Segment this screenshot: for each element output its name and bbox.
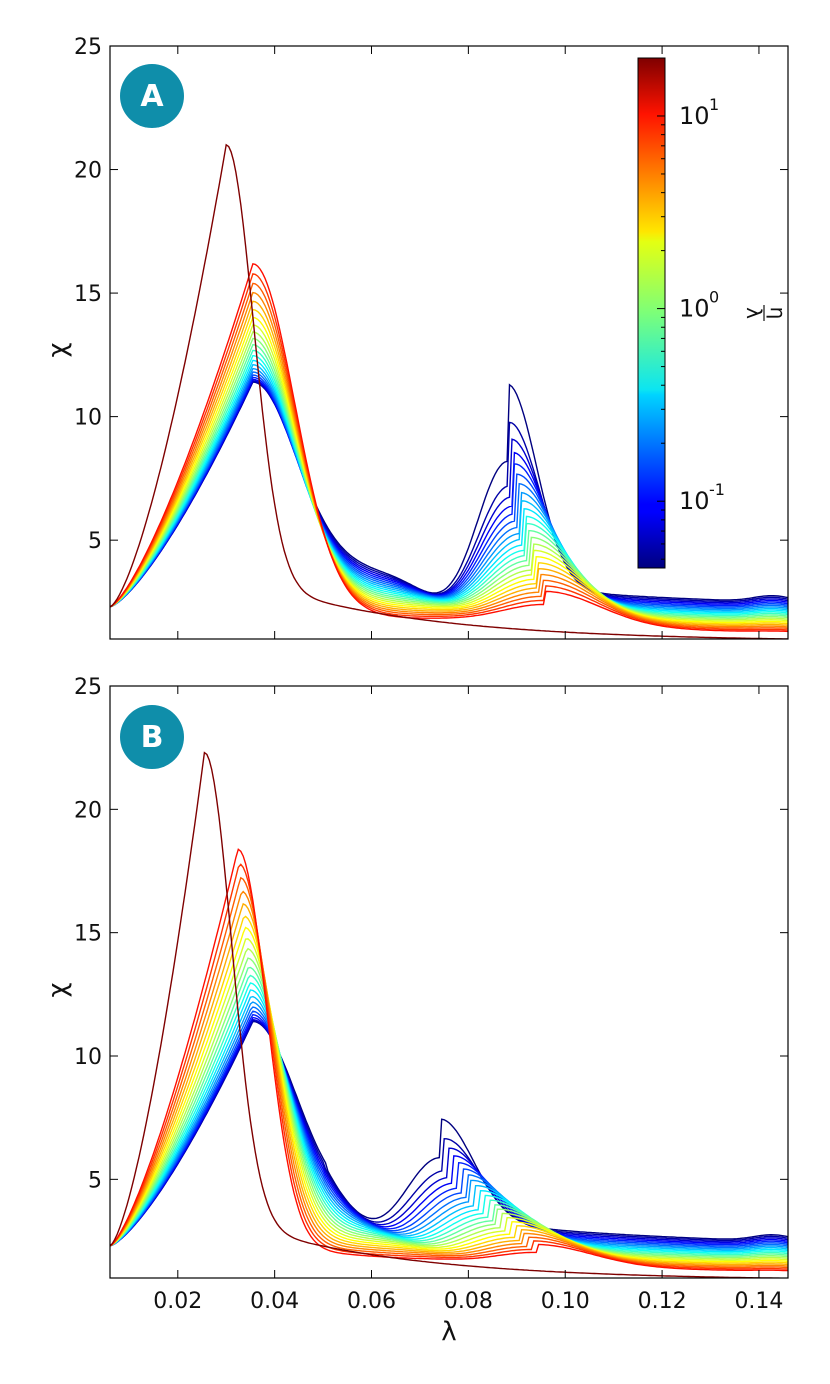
y-axis-label-a: χ <box>43 342 73 357</box>
x-axis-label: λ <box>441 1317 456 1347</box>
y-tick-label-a-1: 10 <box>74 406 102 431</box>
colorbar-title-numerator: η <box>766 307 790 320</box>
series-line-a-10 <box>110 359 788 614</box>
series-line-b-4 <box>110 1016 788 1247</box>
ticks-b: 5 10 15 20 25 0.02 0.04 0.06 0.08 0.10 0.12 0.14 <box>74 675 788 1314</box>
colorbar-tick-exp-2: -1 <box>709 480 725 499</box>
series-line-b-17 <box>110 926 788 1263</box>
series-line-b-13 <box>110 966 788 1257</box>
series-line-b-23 <box>110 848 788 1272</box>
series-line-b-7 <box>110 1006 788 1249</box>
panel-badge-b-label: B <box>141 720 164 755</box>
series-line-a-14 <box>110 337 788 619</box>
plot-frame-a <box>109 45 789 640</box>
colorbar-title-denominator: λ <box>742 307 766 319</box>
y-tick-label-b-1: 10 <box>74 1045 102 1070</box>
series-line-a-16 <box>110 324 788 622</box>
series-line-b-19 <box>110 902 788 1266</box>
series-line-b-9 <box>110 995 788 1251</box>
y-axis-label-b: χ <box>43 982 73 997</box>
y-tick-label-b-4: 25 <box>74 675 102 700</box>
y-tick-label-a-4: 25 <box>74 35 102 60</box>
series-line-a-9 <box>110 363 788 612</box>
series-line-a-5 <box>110 376 788 608</box>
x-tick-label-b-0: 0.02 <box>153 1289 202 1314</box>
y-tick-label-a-3: 20 <box>74 159 102 184</box>
colorbar-title: η λ <box>742 305 790 321</box>
panel-badge-b <box>120 705 184 769</box>
colorbar-tick-label-1: 10 <box>679 295 710 323</box>
panel-badge-a-label: A <box>140 79 164 114</box>
series-line-a-20 <box>110 291 788 628</box>
series-line-a-8 <box>110 367 788 611</box>
y-tick-label-b-0: 5 <box>88 1168 102 1193</box>
series-line-b-16 <box>110 938 788 1261</box>
series-line-a-22 <box>110 272 788 631</box>
x-tick-label-b-6: 0.14 <box>734 1289 783 1314</box>
series-line-a-11 <box>110 354 788 615</box>
x-tick-label-b-3: 0.08 <box>444 1289 493 1314</box>
y-tick-label-b-3: 20 <box>74 798 102 823</box>
series-line-b-8 <box>110 1001 788 1250</box>
series-line-b-11 <box>110 982 788 1254</box>
x-tick-label-b-2: 0.06 <box>347 1289 396 1314</box>
series-line-a-18 <box>110 308 788 625</box>
curves-a <box>110 143 788 639</box>
series-line-a-17 <box>110 316 788 624</box>
plot-frame-b <box>109 685 789 1279</box>
curves-b <box>110 751 788 1278</box>
x-tick-label-b-1: 0.04 <box>250 1289 299 1314</box>
series-line-b-20 <box>110 890 788 1267</box>
colorbar-tick-label-0: 10 <box>679 102 710 130</box>
colorbar-tick-label-2: 10 <box>679 487 710 515</box>
series-line-a-12 <box>110 349 788 617</box>
colorbar-tick-exp-1: 0 <box>709 288 719 307</box>
series-line-b-10 <box>110 989 788 1253</box>
series-line-b-15 <box>110 947 788 1260</box>
series-line-a-21 <box>110 282 788 629</box>
panel-badge-a <box>120 64 184 128</box>
series-line-b-22 <box>110 863 788 1270</box>
y-tick-label-a-0: 5 <box>88 529 102 554</box>
colorbar-gradient <box>637 57 666 569</box>
series-line-b-24 <box>110 751 788 1278</box>
series-line-b-18 <box>110 915 788 1264</box>
series-line-a-24 <box>110 143 788 639</box>
series-line-a-6 <box>110 374 788 608</box>
series-line-b-3 <box>110 1018 788 1247</box>
y-tick-label-a-2: 15 <box>74 282 102 307</box>
series-line-b-5 <box>110 1013 788 1247</box>
y-tick-label-b-2: 15 <box>74 922 102 947</box>
series-line-a-15 <box>110 331 788 621</box>
colorbar-tick-exp-0: 1 <box>709 95 719 114</box>
series-line-b-21 <box>110 876 788 1269</box>
series-line-a-7 <box>110 371 788 610</box>
series-line-b-14 <box>110 957 788 1259</box>
x-tick-label-b-5: 0.12 <box>638 1289 687 1314</box>
series-line-a-23 <box>110 262 788 633</box>
series-line-b-6 <box>110 1010 788 1247</box>
series-line-b-12 <box>110 974 788 1256</box>
x-tick-label-b-4: 0.10 <box>541 1289 590 1314</box>
series-line-a-13 <box>110 343 788 618</box>
series-line-a-19 <box>110 300 788 626</box>
